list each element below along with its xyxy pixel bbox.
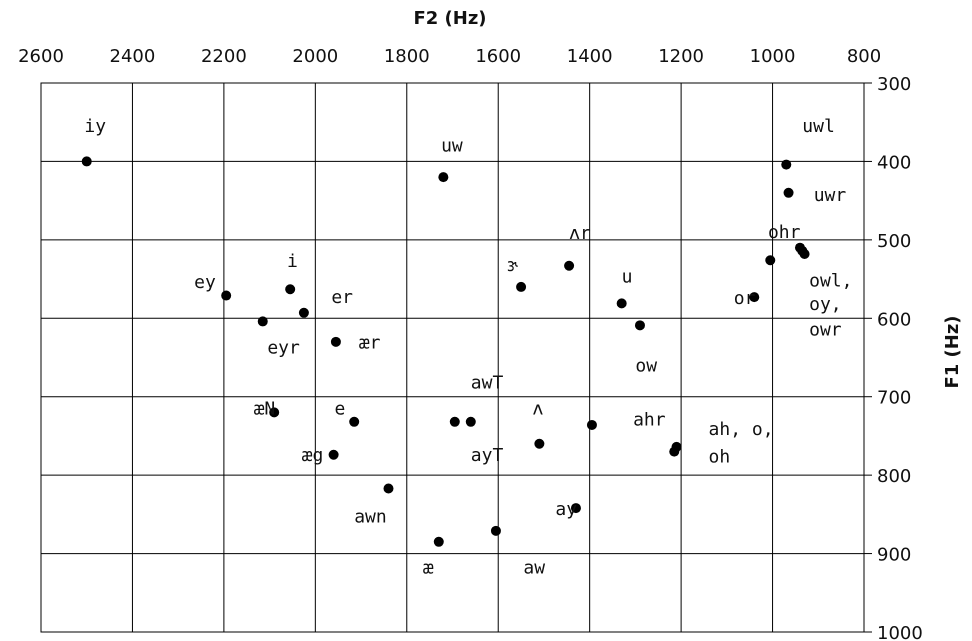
x-axis-title: F2 (Hz) <box>413 8 486 29</box>
x-tick-label: 1800 <box>384 46 430 67</box>
data-point <box>269 407 280 418</box>
x-tick-label: 800 <box>847 46 881 67</box>
data-point <box>465 416 476 427</box>
point-label: er <box>331 287 353 308</box>
point-label: ow <box>635 355 657 376</box>
x-tick-label: 2600 <box>18 46 64 67</box>
data-point <box>349 416 360 427</box>
data-point <box>749 292 760 303</box>
data-point <box>669 446 680 457</box>
point-label: eyr <box>267 337 300 358</box>
point-label: ʌ <box>533 398 544 419</box>
x-tick-label: 1200 <box>658 46 704 67</box>
point-label: or <box>734 288 756 309</box>
data-point <box>490 525 501 536</box>
x-tick-label: 2000 <box>292 46 338 67</box>
point-label: æN <box>254 398 276 419</box>
data-point <box>799 248 810 259</box>
point-label: owl, <box>809 271 852 292</box>
y-tick-label: 1000 <box>877 623 923 641</box>
point-label: aw <box>523 558 545 579</box>
data-point <box>328 449 339 460</box>
point-label: ohr <box>768 222 801 243</box>
y-tick-label: 400 <box>877 152 911 173</box>
data-point <box>586 419 597 430</box>
y-tick-label: 600 <box>877 309 911 330</box>
x-tick-label: 1600 <box>475 46 521 67</box>
data-point <box>257 316 268 327</box>
point-label: awn <box>354 507 387 528</box>
data-point <box>438 172 449 183</box>
data-point <box>449 416 460 427</box>
grid-layer <box>41 82 872 633</box>
data-point <box>330 336 341 347</box>
data-point <box>383 483 394 494</box>
plot-frame <box>40 82 865 633</box>
point-label: awT <box>471 373 504 394</box>
point-label: ayT <box>471 445 504 466</box>
point-label: ær <box>359 333 381 354</box>
y-tick-label: 900 <box>877 545 911 566</box>
data-point <box>765 255 776 266</box>
y-tick-labels: 300 400 500 600 700 800 900 1000 <box>877 74 923 641</box>
data-point <box>534 438 545 449</box>
point-label: uw <box>441 136 463 157</box>
data-point <box>570 503 581 514</box>
data-points <box>81 156 810 547</box>
point-label: iy <box>84 116 106 137</box>
point-label: oy, <box>809 294 842 315</box>
data-point <box>781 159 792 170</box>
point-label: æg <box>302 445 324 466</box>
y-tick-label: 800 <box>877 466 911 487</box>
y-tick-label: 500 <box>877 231 911 252</box>
x-tick-label: 2200 <box>201 46 247 67</box>
y-tick-label: 300 <box>877 74 911 95</box>
point-label: i <box>287 251 298 272</box>
x-tick-label: 1000 <box>750 46 796 67</box>
point-label: ahr <box>633 409 666 430</box>
point-label: ey <box>194 272 216 293</box>
data-point <box>564 260 575 271</box>
point-label: uwr <box>814 185 847 206</box>
point-label: ʌr <box>569 223 591 244</box>
data-point <box>634 320 645 331</box>
data-point <box>616 298 627 309</box>
y-tick-label: 700 <box>877 388 911 409</box>
point-label: ay <box>555 499 577 520</box>
point-label: owr <box>809 319 842 340</box>
x-tick-labels: 2600 2400 2200 2000 1800 1600 1400 1200 1000 800 <box>18 46 881 67</box>
point-label: oh <box>709 446 731 467</box>
x-tick-label: 1400 <box>567 46 613 67</box>
data-point <box>298 307 309 318</box>
x-tick-label: 2400 <box>110 46 156 67</box>
data-point <box>81 156 92 167</box>
point-label: e <box>335 398 346 419</box>
point-label: æ <box>423 558 434 579</box>
point-label: ah, o, <box>709 419 774 440</box>
point-label: uwl <box>802 116 835 137</box>
point-label: ɝ <box>507 255 518 276</box>
point-label: u <box>622 267 633 288</box>
y-axis-title: F1 (Hz) <box>942 315 963 388</box>
data-point <box>221 290 232 301</box>
data-point <box>516 281 527 292</box>
data-point <box>783 187 794 198</box>
data-point <box>285 284 296 295</box>
data-point <box>433 536 444 547</box>
